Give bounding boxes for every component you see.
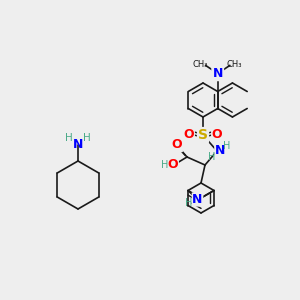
Text: O: O	[172, 139, 182, 152]
Text: H: H	[83, 133, 91, 143]
Text: H: H	[161, 160, 169, 170]
Text: O: O	[184, 128, 194, 140]
Text: H: H	[185, 199, 192, 208]
Text: N: N	[212, 67, 223, 80]
Text: H: H	[65, 133, 73, 143]
Text: H: H	[208, 152, 216, 162]
Text: N: N	[215, 145, 225, 158]
Text: O: O	[212, 128, 222, 140]
Text: CH₃: CH₃	[227, 60, 242, 69]
Text: CH₃: CH₃	[193, 60, 208, 69]
Text: N: N	[192, 193, 203, 206]
Text: N: N	[73, 139, 83, 152]
Text: S: S	[198, 128, 208, 142]
Text: H: H	[223, 141, 231, 151]
Text: O: O	[168, 158, 178, 172]
